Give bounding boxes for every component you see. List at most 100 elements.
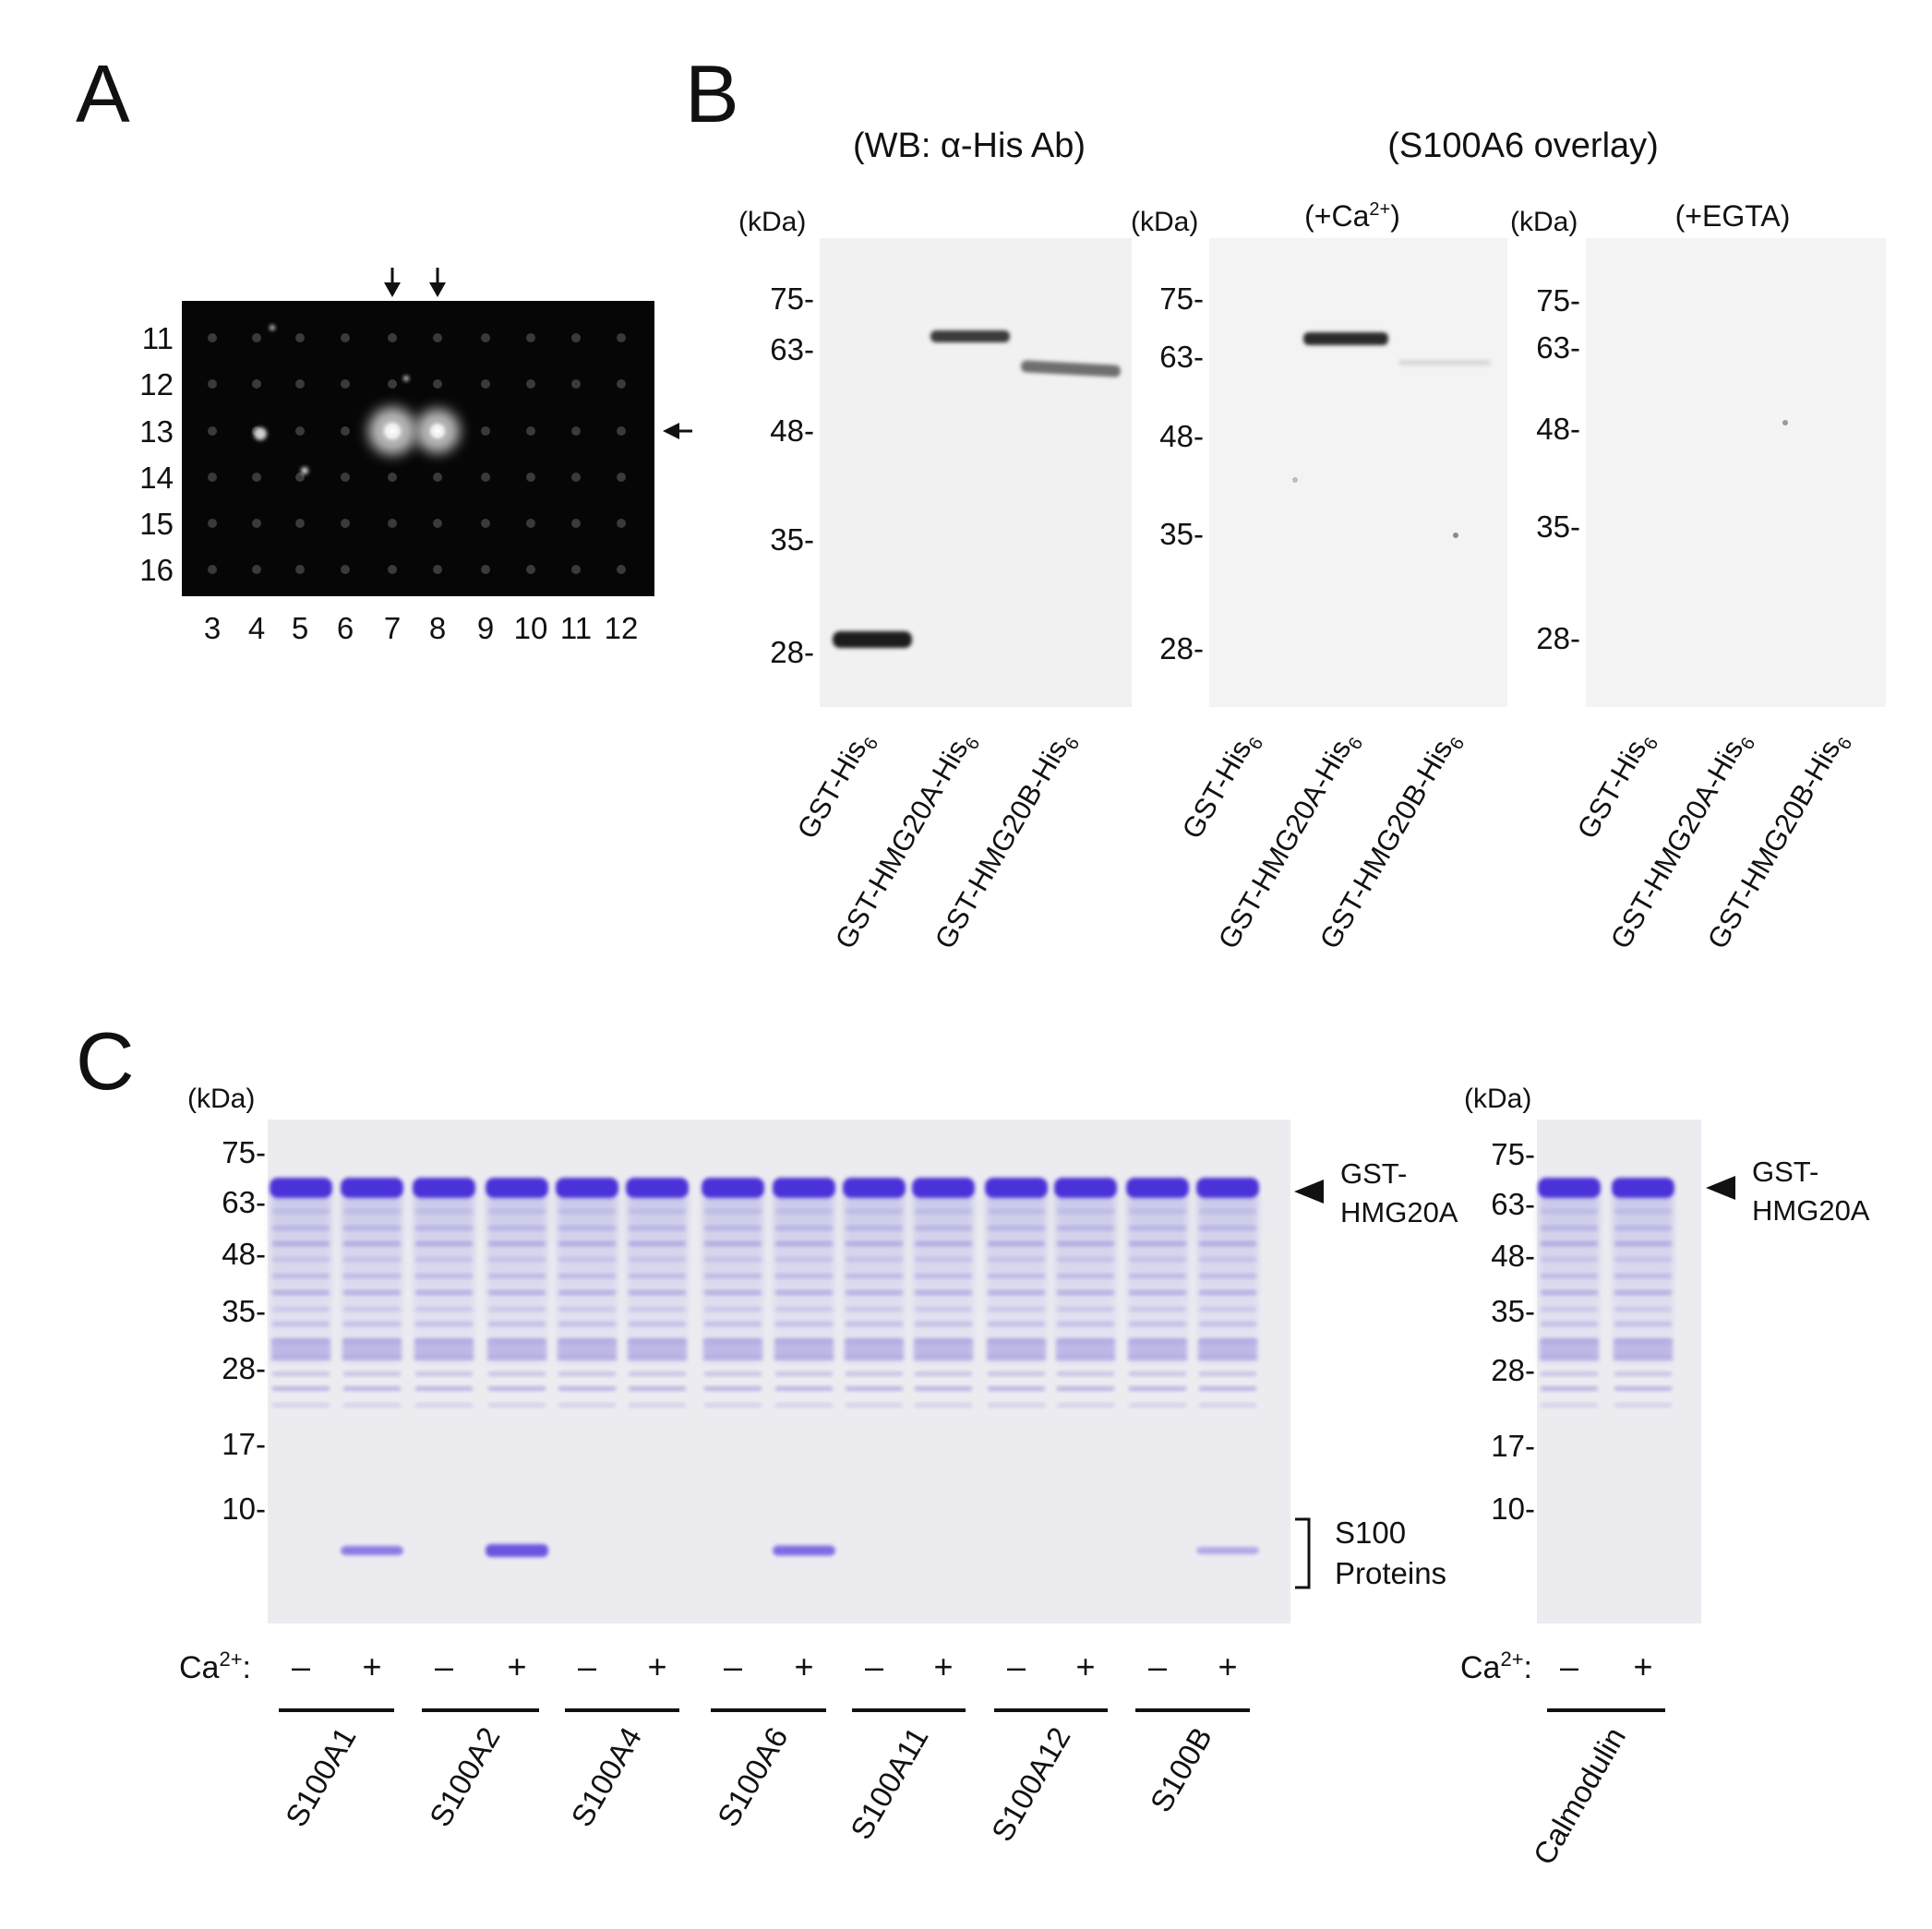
protein-band [415,1209,473,1214]
array-spot [617,333,626,342]
s100-proteins-label: S100 Proteins [1335,1516,1446,1590]
protein-band [846,1226,903,1230]
array-spot [481,519,490,528]
protein-band [1056,1340,1115,1360]
lane-label: GST-His6 [791,725,883,847]
protein-band [488,1209,546,1214]
array-spot [433,565,442,574]
lane-smear [1127,1195,1188,1366]
panel-b: (WB: α-His Ab) (S100A6 overlay) (+Ca2+) … [738,126,1886,954]
gst-hmg20a-band [912,1178,975,1198]
protein-group-label: S100B [1143,1721,1218,1817]
protein-band [272,1322,330,1326]
mw-marker: 75- [770,282,814,316]
protein-band [915,1274,972,1278]
protein-band [558,1307,616,1312]
protein-band [915,1257,972,1262]
protein-band [1199,1290,1256,1295]
array-spot [481,565,490,574]
wb-title: (WB: α-His Ab) [853,126,1086,165]
protein-band [987,1340,1046,1360]
wb-blot [820,238,1132,707]
protein-band [1614,1322,1672,1326]
plus-sign: + [1218,1647,1237,1685]
protein-band [343,1290,401,1295]
array-spot [208,379,217,389]
overlay-title: (S100A6 overlay) [1387,126,1659,165]
gst-hmg20a-band [486,1178,548,1198]
protein-band [272,1290,330,1295]
protein-band [988,1372,1045,1376]
gst-hmg20a-label: GST- HMG20A [1752,1156,1870,1227]
protein-band [1129,1403,1186,1408]
mw-marker: 48- [1159,419,1204,453]
panel-letter-a: A [76,48,130,139]
mw-marker: 10- [222,1492,266,1526]
array-spot [526,473,535,482]
protein-band [704,1241,762,1246]
protein-band [272,1209,330,1214]
array-spot [252,473,261,482]
protein-band [343,1307,401,1312]
array-spot [341,379,350,389]
protein-band [775,1274,833,1278]
protein-band [775,1241,833,1246]
gst-hmg20a-band [556,1178,618,1198]
mw-markers: 75- 63- 48- 35- 28- 17- 10- [222,1135,266,1526]
protein-band [1540,1340,1599,1360]
array-row-label: 15 [139,507,174,541]
protein-band [272,1226,330,1230]
protein-band [488,1226,546,1230]
protein-band [271,1340,330,1360]
array-spot [295,333,305,342]
protein-band [1129,1322,1186,1326]
protein-band [915,1322,972,1326]
array-spot [388,519,397,528]
protein-band [1541,1322,1598,1326]
protein-band [488,1241,546,1246]
protein-band [1614,1403,1672,1408]
array-spot [295,473,305,482]
protein-band [488,1403,546,1408]
protein-band [343,1241,401,1246]
protein-band [988,1403,1045,1408]
protein-band [704,1226,762,1230]
array-spot [388,565,397,574]
mw-marker: 10- [1491,1492,1535,1526]
protein-band [915,1209,972,1214]
protein-band [1128,1340,1187,1360]
protein-band [915,1290,972,1295]
panel-c: (kDa) (kDa) 75- 63- 48- 35- 28- 17- 10- 75- 63-… [179,1084,1870,1870]
gst-hmg20a-band [843,1178,906,1198]
protein-band [488,1290,546,1295]
blot-speck [1453,533,1458,538]
array-spot [526,426,535,436]
protein-band [988,1226,1045,1230]
protein-band [629,1241,686,1246]
protein-band [846,1403,903,1408]
array-spots [208,325,626,574]
arrowhead-icon [1294,1180,1324,1204]
lane-smear [270,1195,331,1366]
array-spot [433,379,442,389]
lane-smear [844,1195,905,1366]
minus-sign: – [724,1647,742,1685]
protein-band [704,1386,762,1391]
protein-band [1541,1274,1598,1278]
protein-band [1614,1226,1672,1230]
column-arrow-icon [429,268,446,297]
blot-speck [1292,477,1298,483]
positive-spot [378,416,407,446]
array-spot [571,473,581,482]
array-spot [252,519,261,528]
protein-band [415,1386,473,1391]
gst-hmg20a-band [1054,1178,1117,1198]
minus-sign: – [1148,1647,1167,1685]
array-column-label: 7 [384,611,401,645]
mw-marker: 48- [1491,1239,1535,1273]
protein-band [343,1372,401,1376]
protein-band [1614,1241,1672,1246]
array-column-labels: 3 4 5 6 7 8 9 10 11 12 [204,611,639,645]
protein-band [703,1340,762,1360]
protein-band [488,1307,546,1312]
